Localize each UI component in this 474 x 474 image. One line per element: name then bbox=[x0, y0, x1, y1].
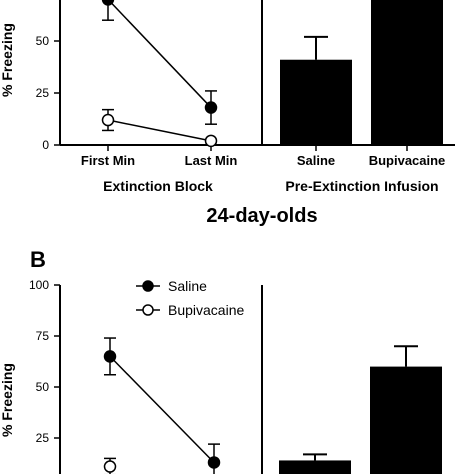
bar-bupivacaine bbox=[371, 0, 443, 145]
legend-marker-bupivacaine bbox=[142, 304, 154, 316]
panel-a-bar-marks bbox=[280, 0, 443, 145]
panel-a-ytick-label: 25 bbox=[36, 86, 50, 100]
legend-label-saline: Saline bbox=[168, 278, 207, 294]
data-point-bupivacaine bbox=[204, 134, 218, 148]
bar-saline bbox=[279, 460, 351, 474]
panel-a-bar-xtick-bupivacaine: Bupivacaine bbox=[369, 153, 446, 168]
panel-a-line-xtick-first: First Min bbox=[81, 153, 135, 168]
data-point-saline bbox=[207, 456, 221, 469]
data-point-saline bbox=[101, 0, 115, 6]
panel-a-line-xtick-last: Last Min bbox=[185, 153, 238, 168]
panel-a-y-ticks: 0 25 50 bbox=[36, 34, 60, 152]
bar-bupivacaine bbox=[370, 366, 442, 474]
panel-b: B % Freezing 25 50 75 100 Saline Bupivac… bbox=[0, 247, 442, 474]
bar-saline bbox=[280, 59, 352, 145]
series-line-bupivacaine bbox=[107, 119, 212, 142]
panel-b-ytick-label: 50 bbox=[36, 380, 50, 394]
section-title: 24-day-olds bbox=[206, 205, 317, 227]
data-point-bupivacaine bbox=[101, 113, 115, 127]
panel-b-ytick-label: 25 bbox=[36, 431, 50, 445]
panel-a-bar-xlabel: Pre-Extinction Infusion bbox=[285, 178, 438, 194]
series-line-saline bbox=[109, 355, 215, 464]
series-line-saline bbox=[107, 0, 212, 109]
panel-a-ytick-label: 0 bbox=[42, 138, 49, 152]
panel-b-label: B bbox=[30, 247, 46, 272]
panel-a-line-xlabel: Extinction Block bbox=[103, 178, 213, 194]
panel-b-legend: Saline Bupivacaine bbox=[136, 278, 244, 318]
legend-label-bupivacaine: Bupivacaine bbox=[168, 302, 244, 318]
panel-b-ylabel: % Freezing bbox=[0, 363, 15, 437]
data-point-saline bbox=[103, 350, 117, 363]
panel-b-ytick-label: 100 bbox=[29, 278, 49, 292]
panel-a-ytick-label: 50 bbox=[36, 34, 50, 48]
panel-a-line-marks bbox=[101, 0, 218, 148]
panel-b-line-marks bbox=[103, 337, 221, 474]
data-point-saline bbox=[204, 101, 218, 114]
panel-a-bar-xtick-saline: Saline bbox=[297, 153, 335, 168]
panel-a: % Freezing 0 25 50 First Min Last Min Sa… bbox=[0, 0, 455, 194]
legend-marker-saline bbox=[142, 280, 154, 292]
panel-a-ylabel: % Freezing bbox=[0, 23, 15, 97]
panel-b-bar-marks bbox=[279, 345, 442, 474]
panel-b-y-ticks: 25 50 75 100 bbox=[29, 278, 60, 445]
panel-b-ytick-label: 75 bbox=[36, 329, 50, 343]
data-point-bupivacaine bbox=[103, 460, 117, 473]
